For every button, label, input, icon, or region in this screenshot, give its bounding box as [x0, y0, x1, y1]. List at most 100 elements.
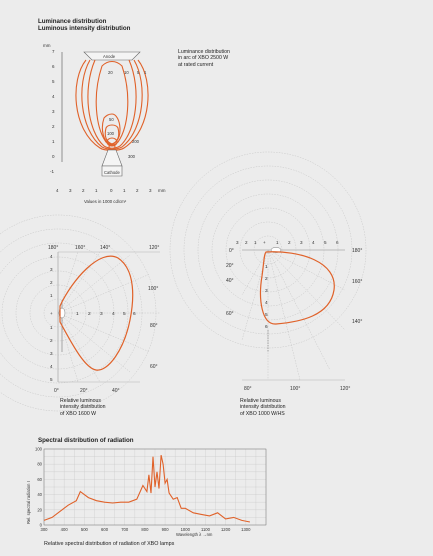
x-tick-label: 800: [141, 527, 149, 532]
x-tick: 3: [149, 188, 152, 193]
y-tick: 6: [52, 64, 55, 69]
y-tick-label: 0: [40, 523, 43, 528]
y-tick: 5: [52, 79, 55, 84]
spectral-x-ticks: 300 400 500 600 700 800 900 1000 1100 1200 1300: [41, 527, 252, 532]
angle-label: 60°: [150, 364, 158, 370]
angle-label: 140°: [100, 245, 110, 251]
angle-label: 0°: [54, 388, 59, 394]
angle-label: 80°: [244, 386, 252, 392]
x-tick-label: 500: [81, 527, 89, 532]
x-tick-label: 1300: [241, 527, 251, 532]
section1-caption: Luminance distribution in arc of XBO 250…: [178, 49, 298, 68]
angle-label: 20°: [226, 263, 234, 269]
polar-grid-right: [169, 151, 367, 381]
x-tick: 4: [56, 188, 59, 193]
x-tick-label: 300: [41, 527, 49, 532]
contour-label: 200: [132, 139, 140, 144]
plot-frame: [43, 448, 267, 526]
tick: 1: [276, 240, 279, 245]
angle-label: 20°: [80, 388, 88, 394]
y-tick: 0: [52, 154, 55, 159]
y-tick: 2: [52, 124, 55, 129]
angle-label: 0°: [229, 248, 234, 254]
tick: 3: [100, 311, 103, 317]
x-tick-label: 1200: [221, 527, 231, 532]
angle-label: 100°: [148, 286, 158, 292]
tick: 4: [312, 240, 315, 245]
contour-label: 50: [109, 117, 114, 122]
cathode-label: Cathode: [104, 170, 121, 175]
section1-title-line1: Luminance distribution: [38, 18, 107, 25]
tick: 1: [50, 293, 53, 298]
tick: 4: [50, 364, 53, 369]
tick: 5: [324, 240, 327, 245]
tick: 2: [245, 240, 248, 245]
y-tick-labels: 7 6 5 4 3 2 1 0 -1: [50, 49, 55, 174]
polar-right-caption: Relative luminous intensity distribution…: [240, 398, 340, 417]
x-tick-labels: 4 3 2 1 0 1 2 3 mm: [56, 188, 166, 193]
spectral-series-line: [43, 454, 251, 523]
x-tick: 3: [69, 188, 72, 193]
x-tick-label: 900: [162, 527, 170, 532]
right-bottom-labels: 80° 100° 120°: [244, 386, 350, 392]
angle-label: 160°: [75, 245, 85, 251]
angle-label: 140°: [352, 319, 362, 325]
tick: 5: [123, 311, 126, 317]
tick: 3: [265, 288, 268, 294]
x-tick-label: 600: [101, 527, 109, 532]
x-tick-label: 400: [61, 527, 69, 532]
left-bottom-labels: 0° 20° 40°: [54, 388, 120, 394]
contour-labels: 20 10 5 1 50 100 200 300: [107, 70, 147, 159]
contour-label: 20: [108, 70, 113, 75]
angle-label: 40°: [226, 278, 234, 284]
x-tick-label: 700: [121, 527, 129, 532]
tick: 2: [50, 338, 53, 343]
y-tick-label: 20: [37, 507, 42, 512]
angle-label: 80°: [150, 323, 158, 329]
anode-label: Anode: [103, 54, 116, 59]
anode-shape: [83, 51, 141, 61]
right-inner-ticks: 1 2 3 4 5 6: [265, 264, 268, 330]
caption-line: Relative luminous: [240, 398, 281, 404]
angle-label: 180°: [352, 248, 362, 254]
y-tick: 3: [52, 109, 55, 114]
tick: 4: [50, 254, 53, 259]
contour-line: [95, 60, 129, 146]
tick: 3: [236, 240, 239, 245]
angle-label: 120°: [149, 245, 159, 251]
intensity-curve-right: [259, 251, 335, 325]
tick: 5: [50, 377, 53, 382]
tick: 3: [300, 240, 303, 245]
right-right-labels: 180° 160° 140°: [352, 248, 362, 325]
contour-label: 300: [128, 154, 136, 159]
x-unit-label: mm: [158, 188, 166, 193]
x-caption: Values in 1000 cd/cm²: [84, 199, 127, 204]
caption-line: intensity distribution: [240, 404, 286, 411]
tick: 1: [265, 264, 268, 270]
tick: +: [263, 240, 266, 245]
tick: 3: [50, 267, 53, 272]
tick: 3: [50, 351, 53, 356]
contour-label: 100: [107, 131, 115, 136]
y-tick-label: 60: [37, 477, 42, 482]
x-tick: 2: [82, 188, 85, 193]
left-side-ticks: 4 3 2 1 + 1 2 3 4 5: [50, 254, 53, 382]
y-tick-label: 100: [35, 447, 43, 452]
angle-label: 40°: [112, 388, 120, 394]
left-top-labels: 180° 160° 140° 120°: [48, 245, 159, 251]
caption-line: in arc of XBO 2500 W: [178, 55, 229, 62]
y-tick-label: 80: [37, 462, 42, 467]
tick: 6: [265, 324, 268, 330]
y-tick: 1: [52, 139, 55, 144]
angle-label: 100°: [290, 386, 300, 392]
x-tick: 1: [95, 188, 98, 193]
spectral-grid: [43, 448, 267, 526]
right-top-ticks: 3 2 1 + 1 2 3 4 5 6: [236, 240, 339, 245]
spectral-y-ticks: 0 20 40 60 80 100: [35, 447, 43, 528]
angle-label: 60°: [226, 311, 234, 317]
left-radial-ticks: 1 2 3 4 5 6: [76, 311, 136, 317]
caption-line: of XBO 1000 W/HS: [240, 410, 285, 417]
